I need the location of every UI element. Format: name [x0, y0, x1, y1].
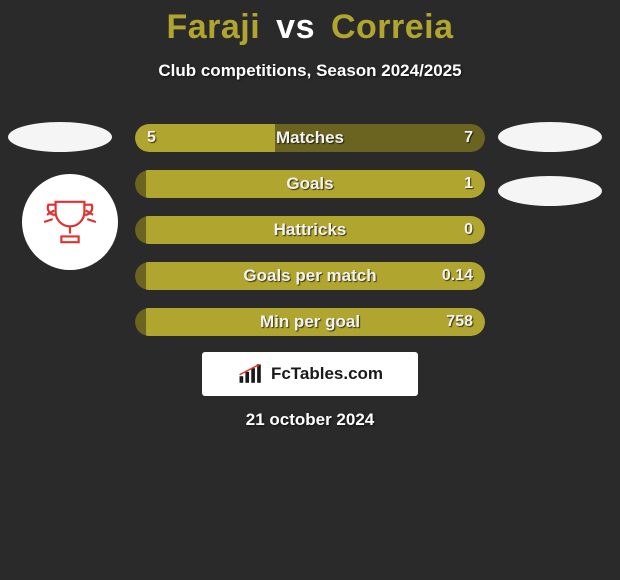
bar-value-right: 1: [464, 175, 473, 193]
title-player2: Correia: [331, 8, 454, 46]
stat-row: Hattricks 0: [135, 216, 485, 244]
stat-row: Goals per match 0.14: [135, 262, 485, 290]
bar-value-right: 7: [464, 129, 473, 147]
stat-row: Matches 5 7: [135, 124, 485, 152]
player2-badge-mid: [498, 176, 602, 206]
bar-label: Goals: [286, 174, 333, 194]
player1-badge-top: [8, 122, 112, 152]
stat-row: Min per goal 758: [135, 308, 485, 336]
subtitle: Club competitions, Season 2024/2025: [0, 61, 620, 81]
date-text: 21 october 2024: [246, 410, 375, 430]
bar-label: Hattricks: [274, 220, 347, 240]
bar-label: Matches: [276, 128, 344, 148]
title-player1: Faraji: [166, 8, 260, 46]
bar-value-left: 5: [147, 129, 156, 147]
comparison-bars: Matches 5 7 Goals 1 Hattricks 0 Goals per match…: [135, 124, 485, 354]
player2-badge-top: [498, 122, 602, 152]
brand-box: FcTables.com: [202, 352, 418, 396]
player1-club-badge: [22, 174, 118, 270]
bar-value-right: 0.14: [442, 267, 473, 285]
page-title: Faraji vs Correia: [0, 0, 620, 47]
bar-label: Min per goal: [260, 312, 360, 332]
bar-value-right: 0: [464, 221, 473, 239]
brand-text: FcTables.com: [271, 364, 383, 384]
brand-bars-icon: [237, 363, 267, 385]
bar-label: Goals per match: [243, 266, 376, 286]
bar-fill-left: [135, 124, 275, 152]
title-vs: vs: [276, 8, 315, 46]
stat-row: Goals 1: [135, 170, 485, 198]
bar-value-right: 758: [446, 313, 473, 331]
trophy-icon: [34, 186, 106, 258]
